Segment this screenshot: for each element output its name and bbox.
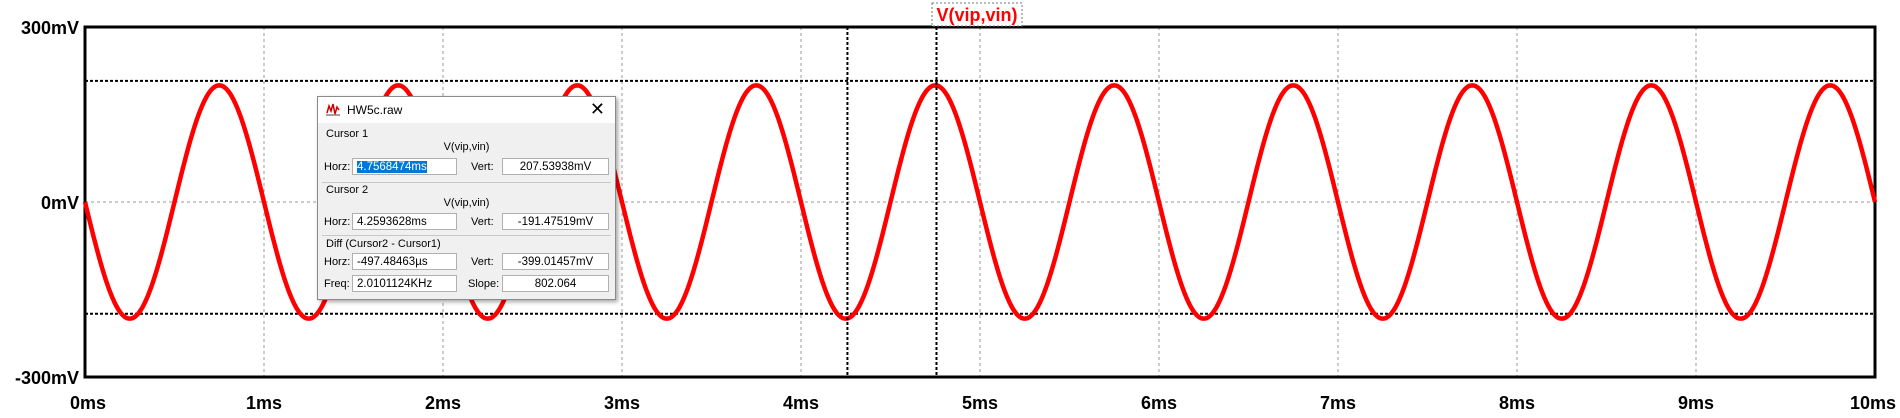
x-tick-label: 6ms [1141,393,1177,413]
y-tick-label: 0mV [41,193,79,213]
reference-lines [85,79,1875,315]
slope-label: Slope: [468,278,500,290]
freq-field[interactable]: 2.0101124KHz [352,275,457,292]
x-tick-label: 10ms [1850,393,1896,413]
x-tick-label: 9ms [1678,393,1714,413]
y-tick-label: 300mV [21,18,79,38]
trace-label[interactable]: V(vip,vin) [936,5,1017,25]
trace-label-box [931,2,1023,27]
app-icon [326,103,340,116]
dialog-titlebar[interactable]: HW5c.raw ✕ [318,97,615,123]
cursor-dialog[interactable]: HW5c.raw ✕ Cursor 1 V(vip,vin) Horz: 4.7… [317,96,616,300]
x-tick-label: 5ms [962,393,998,413]
cursor1-signal: V(vip,vin) [443,141,490,153]
x-tick-label: 3ms [604,393,640,413]
x-tick-label: 0ms [70,393,106,413]
diff-horz-field[interactable]: -497.48463µs [352,253,457,270]
diff-horz-label: Horz: [324,256,351,268]
cursor2-horz-label: Horz: [324,216,351,228]
y-tick-labels: 300mV 0mV -300mV [15,18,79,388]
cursor2-vert-field[interactable]: -191.47519mV [502,213,609,230]
cursor2-vert-label: Vert: [471,216,494,228]
slope-field[interactable]: 802.064 [502,275,609,292]
cursor1-vert-field[interactable]: 207.53938mV [502,158,609,175]
separator [322,182,611,183]
separator [322,235,611,236]
cursor1-horz-label: Horz: [324,161,351,173]
cursor1-horz-field[interactable]: 4.7568474ms [352,158,457,175]
x-tick-label: 7ms [1320,393,1356,413]
cursor1-heading: Cursor 1 [326,128,369,140]
cursor2-heading: Cursor 2 [326,184,369,196]
diff-vert-label: Vert: [471,256,494,268]
y-tick-label: -300mV [15,368,79,388]
x-tick-label: 1ms [246,393,282,413]
cursor2-signal: V(vip,vin) [443,197,490,209]
cursor-lines[interactable] [846,27,938,377]
x-tick-labels: 0ms 1ms 2ms 3ms 4ms 5ms 6ms 7ms 8ms 9ms 10ms [70,393,1896,413]
x-tick-label: 4ms [783,393,819,413]
dialog-title: HW5c.raw [347,103,403,117]
diff-vert-field[interactable]: -399.01457mV [502,253,609,270]
freq-label: Freq: [324,278,350,290]
cursor1-vert-label: Vert: [471,161,494,173]
diff-heading: Diff (Cursor2 - Cursor1) [326,238,441,250]
close-icon[interactable]: ✕ [589,99,605,119]
x-tick-label: 8ms [1499,393,1535,413]
x-tick-label: 2ms [425,393,461,413]
cursor2-horz-field[interactable]: 4.2593628ms [352,213,457,230]
